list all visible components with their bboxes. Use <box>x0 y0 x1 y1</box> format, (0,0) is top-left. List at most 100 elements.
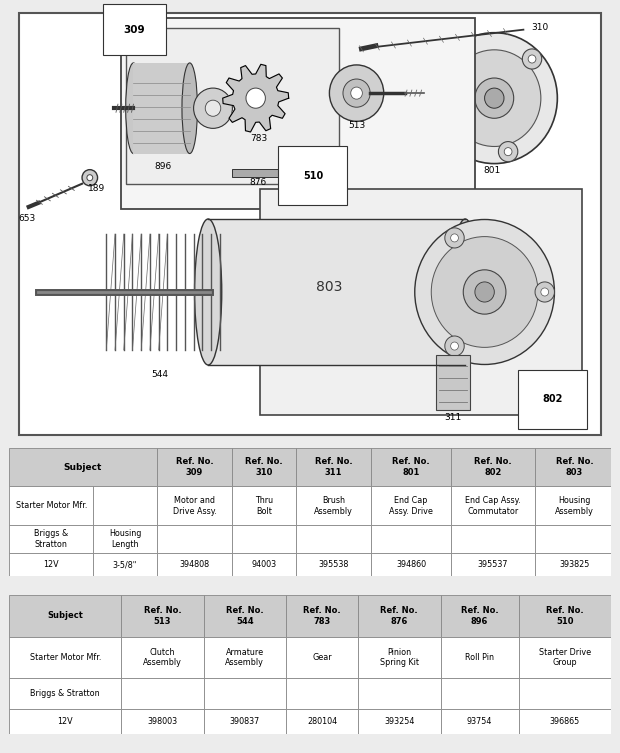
Text: 510: 510 <box>303 171 323 181</box>
Text: Roll Pin: Roll Pin <box>465 653 494 662</box>
Bar <box>451 448 535 486</box>
Bar <box>232 169 281 177</box>
Circle shape <box>87 175 93 181</box>
Bar <box>203 595 286 637</box>
Text: Starter Motor Mfr.: Starter Motor Mfr. <box>30 653 101 662</box>
Bar <box>296 486 371 525</box>
Circle shape <box>205 100 221 116</box>
Text: 393825: 393825 <box>559 560 590 569</box>
Bar <box>451 525 535 553</box>
Bar <box>157 525 232 553</box>
Text: 876: 876 <box>249 178 266 187</box>
Text: Thru
Bolt: Thru Bolt <box>255 495 273 516</box>
Circle shape <box>451 342 458 350</box>
Bar <box>286 637 358 678</box>
Bar <box>440 595 519 637</box>
Text: 896: 896 <box>154 162 171 171</box>
Bar <box>535 525 614 553</box>
Bar <box>121 637 203 678</box>
Circle shape <box>535 282 554 302</box>
Text: 783: 783 <box>250 135 267 144</box>
Bar <box>9 678 121 709</box>
Text: Housing
Assembly: Housing Assembly <box>555 495 594 516</box>
Text: Starter Drive
Group: Starter Drive Group <box>539 648 591 667</box>
Text: Ref. No.
310: Ref. No. 310 <box>245 457 283 477</box>
Text: 393254: 393254 <box>384 717 415 726</box>
Text: Briggs &
Stratton: Briggs & Stratton <box>34 529 69 549</box>
Bar <box>9 637 121 678</box>
Text: Subject: Subject <box>47 611 83 620</box>
Text: 189: 189 <box>88 184 105 193</box>
Bar <box>440 678 519 709</box>
Bar <box>121 709 203 734</box>
Bar <box>436 355 470 410</box>
Text: 394808: 394808 <box>179 560 210 569</box>
Circle shape <box>498 142 518 162</box>
Bar <box>371 486 451 525</box>
Circle shape <box>351 87 362 99</box>
Circle shape <box>193 88 232 128</box>
Circle shape <box>541 288 549 296</box>
Circle shape <box>445 336 464 356</box>
Text: 309: 309 <box>124 25 145 35</box>
Bar <box>519 595 611 637</box>
Text: 513: 513 <box>348 121 365 130</box>
Bar <box>358 678 440 709</box>
Bar <box>358 595 440 637</box>
Bar <box>157 486 232 525</box>
Bar <box>133 63 190 154</box>
Circle shape <box>475 78 514 118</box>
Bar <box>94 525 157 553</box>
Ellipse shape <box>195 219 222 365</box>
Bar <box>519 709 611 734</box>
Text: Ref. No.
513: Ref. No. 513 <box>144 606 181 626</box>
Bar <box>519 678 611 709</box>
Bar <box>440 637 519 678</box>
Polygon shape <box>223 64 289 132</box>
Circle shape <box>343 79 370 107</box>
Circle shape <box>432 236 538 347</box>
Bar <box>232 448 296 486</box>
Bar <box>296 553 371 576</box>
Bar <box>358 637 440 678</box>
Circle shape <box>415 219 554 364</box>
Text: 544: 544 <box>151 370 168 379</box>
Text: Ref. No.
311: Ref. No. 311 <box>314 457 352 477</box>
Circle shape <box>504 148 512 156</box>
Circle shape <box>448 50 541 147</box>
Text: 3-5/8": 3-5/8" <box>113 560 137 569</box>
Text: Briggs & Stratton: Briggs & Stratton <box>30 689 100 698</box>
Text: 398003: 398003 <box>148 717 177 726</box>
Circle shape <box>475 282 494 302</box>
Text: 802: 802 <box>542 395 563 404</box>
Circle shape <box>82 169 97 186</box>
Bar <box>232 525 296 553</box>
Bar <box>286 595 358 637</box>
Text: Ref. No.
896: Ref. No. 896 <box>461 606 498 626</box>
Circle shape <box>463 270 506 314</box>
Text: Motor and
Drive Assy.: Motor and Drive Assy. <box>172 495 216 516</box>
Text: Gear: Gear <box>312 653 332 662</box>
Bar <box>260 189 582 416</box>
Bar <box>440 709 519 734</box>
Bar <box>232 486 296 525</box>
Bar <box>203 637 286 678</box>
Circle shape <box>246 88 265 108</box>
Text: 93754: 93754 <box>467 717 492 726</box>
Text: Pinion
Spring Kit: Pinion Spring Kit <box>380 648 419 667</box>
Bar <box>286 678 358 709</box>
Bar <box>535 486 614 525</box>
Bar <box>9 448 157 486</box>
Bar <box>203 678 286 709</box>
Text: 395538: 395538 <box>318 560 348 569</box>
Text: Subject: Subject <box>64 463 102 471</box>
Text: Ref. No.
309: Ref. No. 309 <box>175 457 213 477</box>
Bar <box>371 553 451 576</box>
Text: Ref. No.
510: Ref. No. 510 <box>546 606 583 626</box>
Circle shape <box>439 80 446 88</box>
Bar <box>535 448 614 486</box>
Text: 396865: 396865 <box>549 717 580 726</box>
Bar <box>519 637 611 678</box>
Bar <box>208 219 465 365</box>
Circle shape <box>445 228 464 248</box>
